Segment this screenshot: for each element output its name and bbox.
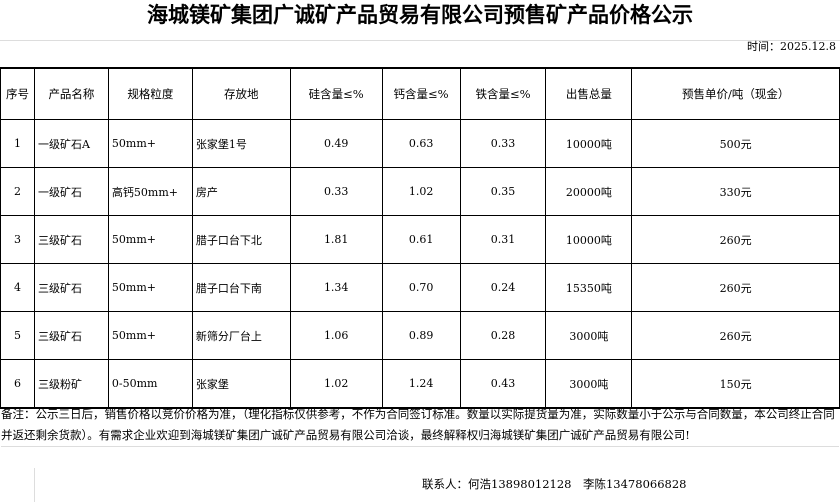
table-cell: 三级矿石 <box>33 263 109 312</box>
table-cell: 330元 <box>631 167 840 216</box>
table-cell: 1.06 <box>289 311 383 360</box>
table-cell: 0.70 <box>381 263 461 312</box>
table-cell: 3000吨 <box>545 311 633 360</box>
table-cell: 1.24 <box>381 359 461 409</box>
table-row: 1 一级矿石A 50mm+ 张家堡1号 0.49 0.63 0.33 10000吨 500元 <box>0 119 840 168</box>
price-table: 序号 产品名称 规格粒度 存放地 硅含量≤% 钙含量≤% 铁含量≤% 出售总量 预售单价/吨（现… <box>0 67 840 409</box>
table-cell: 10000吨 <box>545 215 633 264</box>
column-header: 铁含量≤% <box>459 67 547 120</box>
table-cell: 高钙50mm+ <box>107 167 193 216</box>
table-cell: 房产 <box>191 167 291 216</box>
table-cell: 1.34 <box>289 263 383 312</box>
table-cell: 150元 <box>631 359 840 409</box>
table-cell: 500元 <box>631 119 840 168</box>
table-cell: 一级矿石 <box>33 167 109 216</box>
table-cell: 260元 <box>631 311 840 360</box>
table-cell: 0.24 <box>459 263 547 312</box>
column-header: 预售单价/吨（现金） <box>631 67 840 120</box>
table-cell: 50mm+ <box>107 263 193 312</box>
table-cell: 260元 <box>631 215 840 264</box>
table-cell: 2 <box>0 167 35 216</box>
table-cell: 260元 <box>631 263 840 312</box>
table-cell: 3 <box>0 215 35 264</box>
table-cell: 1.81 <box>289 215 383 264</box>
table-cell: 0.43 <box>459 359 547 409</box>
table-header: 序号 产品名称 规格粒度 存放地 硅含量≤% 钙含量≤% 铁含量≤% 出售总量 预售单价/吨（现… <box>0 67 840 120</box>
table-cell: 0.28 <box>459 311 547 360</box>
page-title: 海城镁矿集团广诚矿产品贸易有限公司预售矿产品价格公示 <box>0 0 840 41</box>
column-header: 规格粒度 <box>107 67 193 120</box>
table-cell: 一级矿石A <box>33 119 109 168</box>
table-cell: 张家堡1号 <box>191 119 291 168</box>
table-cell: 张家堡 <box>191 359 291 409</box>
table-cell: 1.02 <box>381 167 461 216</box>
table-cell: 腊子口台下北 <box>191 215 291 264</box>
table-cell: 50mm+ <box>107 215 193 264</box>
table-cell: 50mm+ <box>107 311 193 360</box>
table-cell: 0.89 <box>381 311 461 360</box>
table-row: 4 三级矿石 50mm+ 腊子口台下南 1.34 0.70 0.24 15350吨 260元 <box>0 263 840 312</box>
table-cell: 0.35 <box>459 167 547 216</box>
table-cell: 6 <box>0 359 35 409</box>
table-cell: 0.63 <box>381 119 461 168</box>
divider <box>34 468 35 502</box>
table-cell: 10000吨 <box>545 119 633 168</box>
table-cell: 新筛分厂台上 <box>191 311 291 360</box>
table-cell: 4 <box>0 263 35 312</box>
table-cell: 20000吨 <box>545 167 633 216</box>
table-cell: 0-50mm <box>107 359 193 409</box>
table-cell: 0.33 <box>289 167 383 216</box>
remarks: 备注：公示三日后，销售价格以竞价价格为准，（理化指标仅供参考，不作为合同签订标准… <box>1 404 839 447</box>
date-label: 时间：2025.12.8 <box>747 40 836 53</box>
table-row: 6 三级粉矿 0-50mm 张家堡 1.02 1.24 0.43 3000吨 150元 <box>0 359 840 409</box>
table-cell: 50mm+ <box>107 119 193 168</box>
table-cell: 0.33 <box>459 119 547 168</box>
table-cell: 3000吨 <box>545 359 633 409</box>
table-cell: 腊子口台下南 <box>191 263 291 312</box>
table-cell: 三级粉矿 <box>33 359 109 409</box>
table-cell: 三级矿石 <box>33 215 109 264</box>
table-cell: 15350吨 <box>545 263 633 312</box>
column-header: 序号 <box>0 67 35 120</box>
column-header: 钙含量≤% <box>381 67 461 120</box>
column-header: 硅含量≤% <box>289 67 383 120</box>
table-cell: 三级矿石 <box>33 311 109 360</box>
column-header: 产品名称 <box>33 67 109 120</box>
table-row: 5 三级矿石 50mm+ 新筛分厂台上 1.06 0.89 0.28 3000吨 260元 <box>0 311 840 360</box>
table-row: 3 三级矿石 50mm+ 腊子口台下北 1.81 0.61 0.31 10000吨 260元 <box>0 215 840 264</box>
column-header: 出售总量 <box>545 67 633 120</box>
table-cell: 1 <box>0 119 35 168</box>
contact-info: 联系人：何浩13898012128 李陈13478066828 <box>422 477 687 491</box>
table-cell: 5 <box>0 311 35 360</box>
table-cell: 0.31 <box>459 215 547 264</box>
column-header: 存放地 <box>191 67 291 120</box>
table-cell: 1.02 <box>289 359 383 409</box>
table-row: 2 一级矿石 高钙50mm+ 房产 0.33 1.02 0.35 20000吨 330元 <box>0 167 840 216</box>
table-cell: 0.61 <box>381 215 461 264</box>
table-cell: 0.49 <box>289 119 383 168</box>
